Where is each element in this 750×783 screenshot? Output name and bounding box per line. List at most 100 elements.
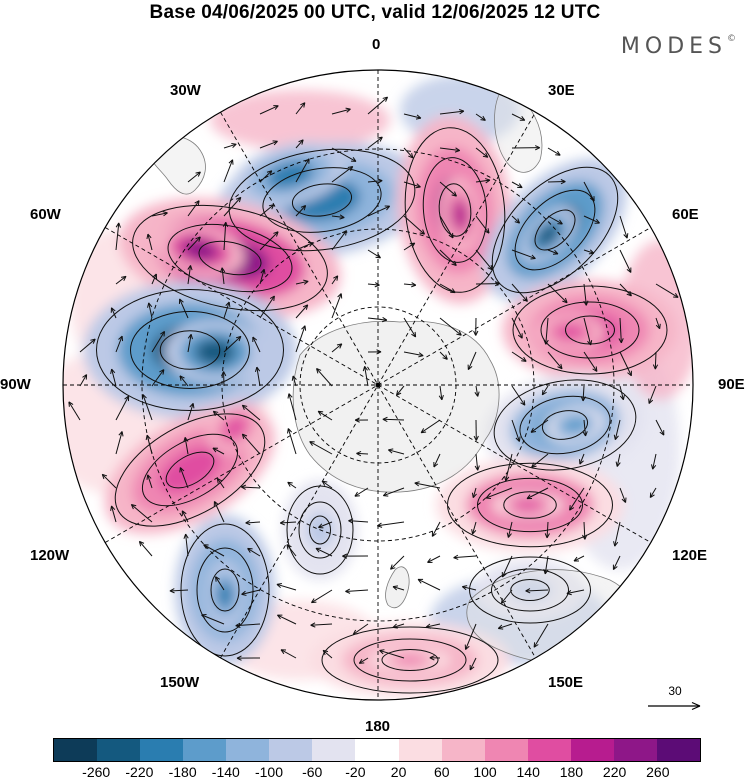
contour-line xyxy=(210,568,240,612)
logo-mark: © xyxy=(727,33,736,44)
reference-vector-head xyxy=(691,701,701,711)
wind-arrow xyxy=(403,317,417,338)
wind-arrow xyxy=(475,281,500,287)
wind-arrow xyxy=(354,487,369,497)
wind-arrow xyxy=(295,205,307,217)
wind-arrow xyxy=(259,140,278,149)
wind-arrow xyxy=(439,181,457,197)
wind-vectors xyxy=(68,96,679,671)
wind-arrow xyxy=(203,544,225,557)
wind-arrow xyxy=(648,385,657,404)
colorbar-tick-label: -20 xyxy=(345,764,366,780)
wind-arrow xyxy=(110,368,117,387)
contour-line xyxy=(286,485,354,575)
wind-arrow xyxy=(403,181,421,189)
lon-label-30e: 30E xyxy=(548,82,575,99)
colorbar-tick-label: -180 xyxy=(168,764,197,780)
wind-arrow xyxy=(212,410,225,421)
map-border xyxy=(62,69,694,701)
wind-arrow xyxy=(582,521,588,540)
wind-arrow xyxy=(259,204,275,217)
wind-arrow xyxy=(316,368,333,387)
wind-arrow xyxy=(286,544,297,557)
wind-arrow xyxy=(471,487,477,499)
wind-arrow xyxy=(403,147,414,159)
wind-arrow xyxy=(543,317,549,345)
wind-arrow xyxy=(547,147,561,156)
wind-arrow xyxy=(439,317,462,336)
contour-line xyxy=(534,209,576,251)
wind-arrow xyxy=(511,419,521,442)
new-zealand-outline xyxy=(385,566,410,609)
wind-arrow xyxy=(511,317,523,339)
wind-arrow xyxy=(151,369,165,387)
wind-arrow xyxy=(115,222,121,251)
wind-arrow xyxy=(259,231,279,251)
colorbar-swatch xyxy=(484,739,528,761)
wind-arrow xyxy=(583,317,593,346)
wind-arrow xyxy=(151,211,168,217)
contour-line xyxy=(96,289,284,411)
colorbar-swatch xyxy=(183,739,227,761)
contour-line xyxy=(540,301,640,359)
contour-line xyxy=(321,626,499,694)
wind-arrow xyxy=(417,578,441,591)
wind-arrow xyxy=(500,589,513,604)
wind-arrow xyxy=(221,371,227,387)
wind-arrow xyxy=(403,242,416,251)
wind-arrow xyxy=(259,105,279,115)
wind-arrow xyxy=(311,589,333,604)
wind-arrow xyxy=(530,419,549,433)
contour-line xyxy=(132,204,328,312)
africa-outline xyxy=(494,84,543,173)
wind-arrow xyxy=(247,547,261,557)
wind-arrow xyxy=(259,170,273,183)
contour-line xyxy=(130,311,250,389)
wind-arrow xyxy=(615,453,621,467)
lon-label-30w: 30W xyxy=(170,82,201,99)
wind-arrow xyxy=(187,265,193,285)
south-atlantic-negative-anomaly xyxy=(266,161,314,189)
contour-line xyxy=(512,285,668,375)
wind-arrow xyxy=(287,428,297,455)
wind-arrow xyxy=(573,555,585,562)
wind-arrow xyxy=(241,404,261,421)
wind-arrow xyxy=(526,487,549,500)
landmass xyxy=(148,84,641,665)
colorbar-tick-label: -60 xyxy=(302,764,323,780)
contour-line xyxy=(228,148,416,252)
wind-arrow xyxy=(396,385,405,396)
wind-arrow xyxy=(506,521,513,538)
south-pole-marker xyxy=(375,382,381,388)
contour-line xyxy=(469,556,591,624)
contour-line xyxy=(447,462,613,548)
atlantic-positive-anomaly xyxy=(451,199,469,231)
wind-arrow xyxy=(473,317,479,336)
wind-arrow xyxy=(511,249,536,260)
wind-arrow xyxy=(279,520,297,526)
wind-arrow xyxy=(358,657,369,664)
contour-line xyxy=(491,166,619,294)
wind-arrow xyxy=(427,555,441,563)
wind-arrow xyxy=(511,181,523,189)
wind-arrow xyxy=(652,351,659,370)
wind-arrow xyxy=(511,145,540,151)
wind-arrow xyxy=(367,178,383,184)
contour-line xyxy=(491,568,569,612)
colorbar-swatch xyxy=(613,739,657,761)
wind-arrow xyxy=(331,230,348,251)
wind-arrow xyxy=(183,533,189,557)
colorbar-tick-label: 140 xyxy=(516,764,540,780)
wind-arrow xyxy=(321,480,333,489)
wind-arrow xyxy=(331,147,357,162)
wind-arrow xyxy=(352,623,369,635)
wind-arrow xyxy=(474,453,480,471)
wind-arrow xyxy=(252,336,261,353)
wind-arrow xyxy=(101,473,117,489)
wind-arrow xyxy=(471,521,477,535)
wind-arrow xyxy=(331,293,343,319)
wind-arrow xyxy=(115,335,124,353)
colorbar-swatch xyxy=(312,739,356,761)
wind-arrow xyxy=(138,540,153,557)
